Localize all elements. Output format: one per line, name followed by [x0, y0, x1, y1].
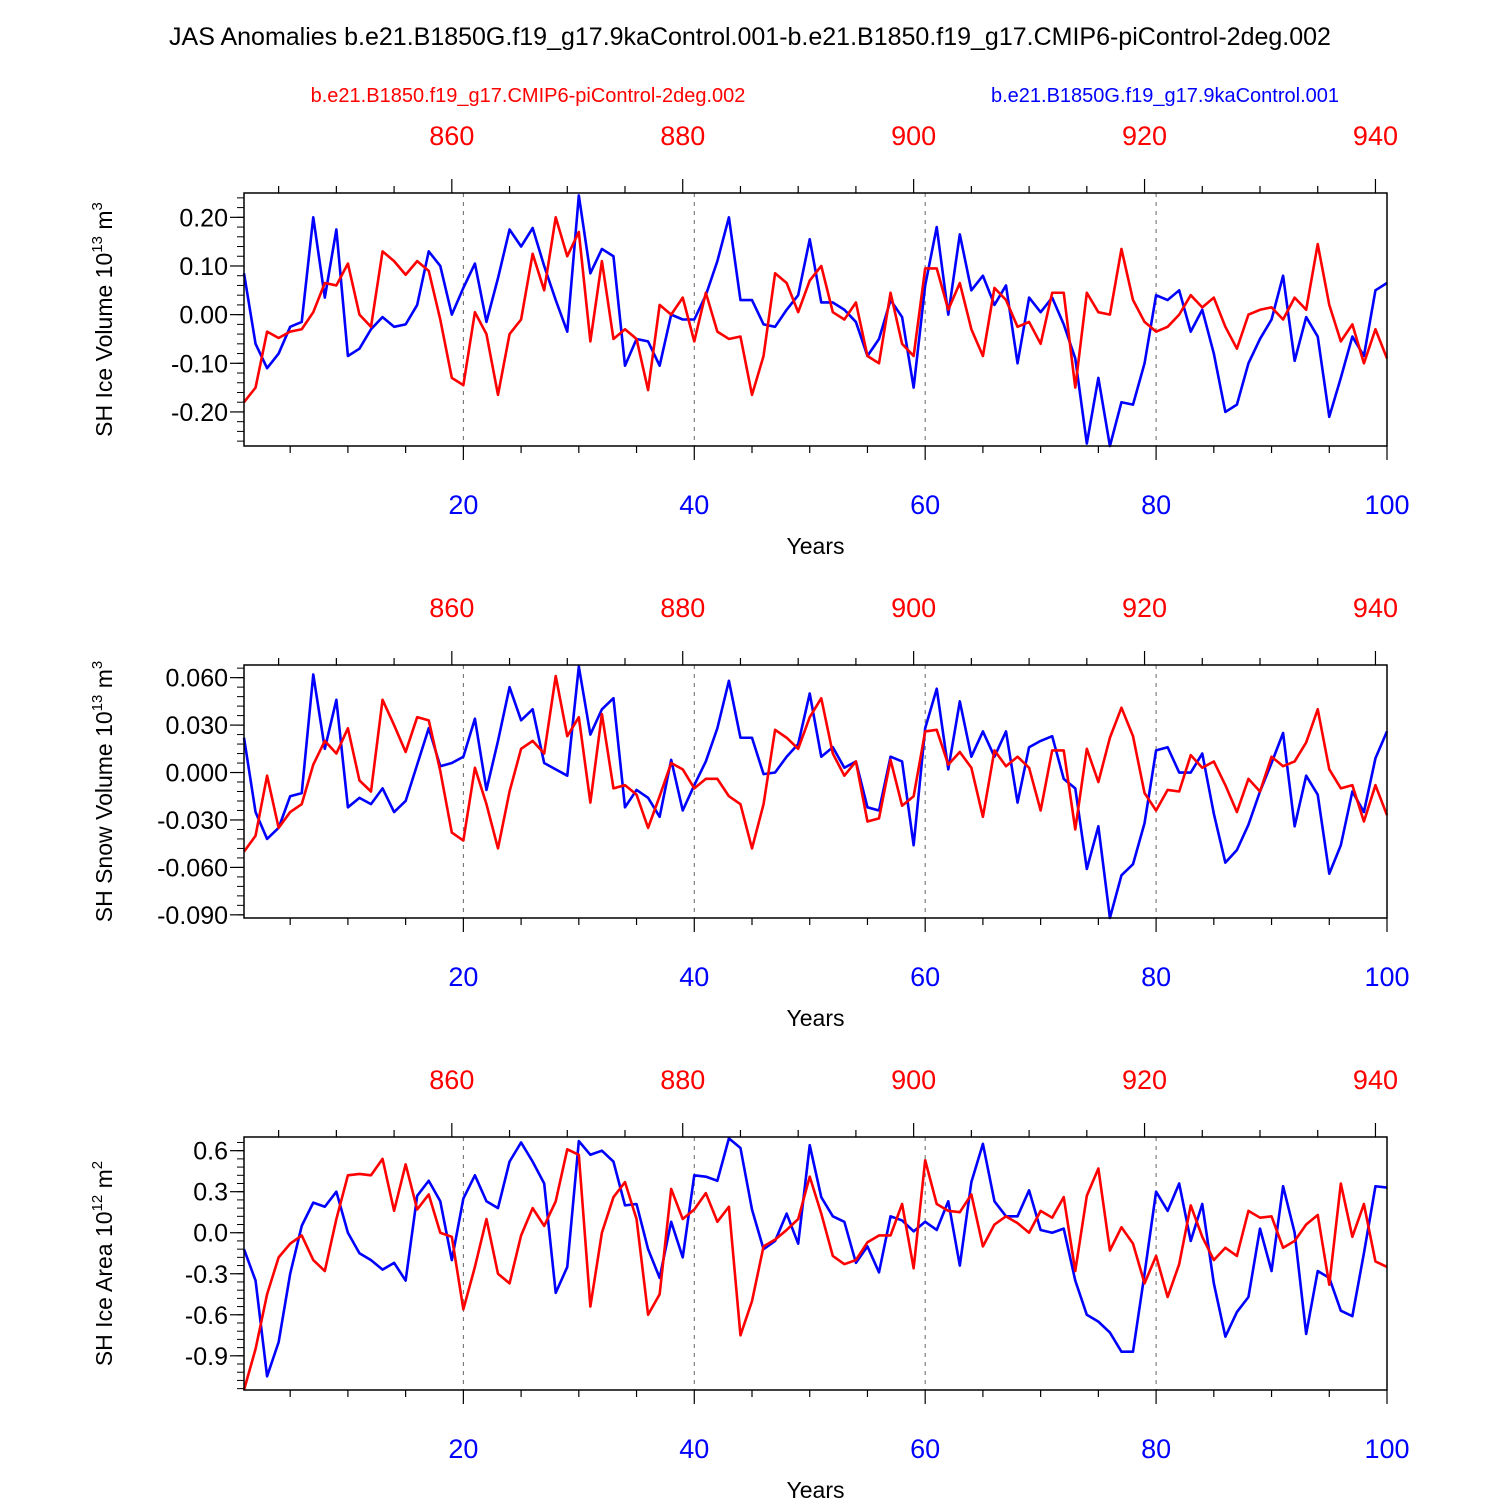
series-line-red — [242, 216, 1389, 404]
x-tick-label: 100 — [1364, 490, 1409, 520]
plot-frame — [243, 192, 1388, 447]
series-line-red — [242, 1148, 1388, 1391]
top-x-tick-label: 880 — [660, 1065, 705, 1095]
y-axis-title-exponent: 13 — [89, 236, 106, 253]
x-tick-label: 60 — [910, 1434, 940, 1464]
top-x-tick-label: 920 — [1122, 593, 1167, 623]
y-tick-label: -0.20 — [171, 399, 228, 427]
x-tick-label: 80 — [1141, 1434, 1171, 1464]
series-line-blue — [242, 194, 1388, 448]
legend-blue-label: b.e21.B1850G.f19_g17.9kaControl.001 — [991, 85, 1339, 107]
x-tick-label: 80 — [1141, 490, 1171, 520]
y-axis-title-text: SH Ice Area 10 — [91, 1211, 117, 1366]
chart-panel-1: -0.20 -0.10 0.00 0.10 0.20 20 40 60 80 100 Years 86… — [89, 121, 1410, 559]
top-x-tick-label: 940 — [1353, 593, 1398, 623]
top-x-tick-label: 860 — [429, 121, 474, 151]
x-tick-label: 40 — [679, 490, 709, 520]
chart-panels: -0.20 -0.10 0.00 0.10 0.20 20 40 60 80 100 Years 86… — [89, 121, 1410, 1500]
x-tick-label: 60 — [910, 962, 940, 992]
chart-panel-2: -0.090 -0.060 -0.030 0.000 0.030 0.060 20 40 60 8… — [89, 593, 1410, 1031]
x-tick-label: 20 — [448, 1434, 478, 1464]
top-x-tick-label: 880 — [660, 593, 705, 623]
y-tick-label: -0.3 — [185, 1261, 228, 1289]
top-x-tick-label: 900 — [891, 1065, 936, 1095]
top-x-tick-label: 940 — [1353, 1065, 1398, 1095]
y-axis-title-text: SH Snow Volume 10 — [91, 711, 117, 922]
y-axis-title-unit-exponent: 3 — [89, 661, 106, 669]
top-x-tick-label: 900 — [891, 593, 936, 623]
top-x-tick-label: 940 — [1353, 121, 1398, 151]
x-tick-label: 80 — [1141, 962, 1171, 992]
y-tick-label: -0.6 — [185, 1302, 228, 1330]
top-x-tick-label: 900 — [891, 121, 936, 151]
x-tick-label: 60 — [910, 490, 940, 520]
plot-frame — [243, 1136, 1388, 1391]
x-axis-title: Years — [787, 533, 845, 559]
y-axis-title: SH Snow Volume 1013 m3 — [89, 661, 117, 923]
y-axis-title-exponent: 12 — [89, 1195, 106, 1212]
y-tick-label: -0.10 — [171, 350, 228, 378]
plot-frame — [243, 664, 1388, 919]
y-tick-label: -0.060 — [157, 854, 228, 882]
y-tick-label: 0.000 — [165, 760, 228, 788]
y-axis-title-unit-exponent: 3 — [89, 202, 106, 210]
y-axis-title-unit-exponent: 2 — [89, 1161, 106, 1169]
legend-red-label: b.e21.B1850.f19_g17.CMIP6-piControl-2deg… — [311, 85, 746, 107]
y-axis-title-exponent: 13 — [89, 695, 106, 712]
x-tick-label: 20 — [448, 490, 478, 520]
y-tick-label: -0.090 — [157, 902, 228, 930]
top-x-tick-label: 860 — [429, 593, 474, 623]
y-axis-title-text: SH Ice Volume 10 — [91, 253, 117, 437]
y-tick-label: -0.9 — [185, 1343, 228, 1371]
y-tick-label: 0.3 — [193, 1179, 228, 1207]
top-x-tick-label: 860 — [429, 1065, 474, 1095]
y-axis-title-unit: m — [91, 210, 117, 236]
top-x-tick-label: 880 — [660, 121, 705, 151]
y-axis-title: SH Ice Area 1012 m2 — [89, 1161, 117, 1366]
top-x-tick-label: 920 — [1122, 121, 1167, 151]
y-tick-label: 0.20 — [179, 204, 228, 232]
y-tick-label: 0.00 — [179, 302, 228, 330]
y-axis-title: SH Ice Volume 1013 m3 — [89, 202, 117, 437]
x-tick-label: 20 — [448, 962, 478, 992]
x-tick-label: 40 — [679, 962, 709, 992]
x-axis-title: Years — [787, 1477, 845, 1500]
x-tick-label: 40 — [679, 1434, 709, 1464]
y-axis-title-unit: m — [91, 669, 117, 695]
y-tick-label: 0.060 — [165, 665, 228, 693]
series-line-red — [242, 674, 1389, 853]
top-x-tick-label: 920 — [1122, 1065, 1167, 1095]
y-tick-label: 0.0 — [193, 1220, 228, 1248]
y-axis-title-unit: m — [91, 1169, 117, 1195]
y-tick-label: -0.030 — [157, 807, 228, 835]
y-tick-label: 0.030 — [165, 712, 228, 740]
x-tick-label: 100 — [1364, 962, 1409, 992]
chart-panel-3: -0.9 -0.6 -0.3 0.0 0.3 0.6 20 40 60 80 100 Years 860… — [89, 1065, 1410, 1500]
y-tick-label: 0.6 — [193, 1138, 228, 1166]
figure-title: JAS Anomalies b.e21.B1850G.f19_g17.9kaCo… — [169, 23, 1331, 51]
x-axis-title: Years — [787, 1005, 845, 1031]
x-tick-label: 100 — [1364, 1434, 1409, 1464]
y-tick-label: 0.10 — [179, 253, 228, 281]
